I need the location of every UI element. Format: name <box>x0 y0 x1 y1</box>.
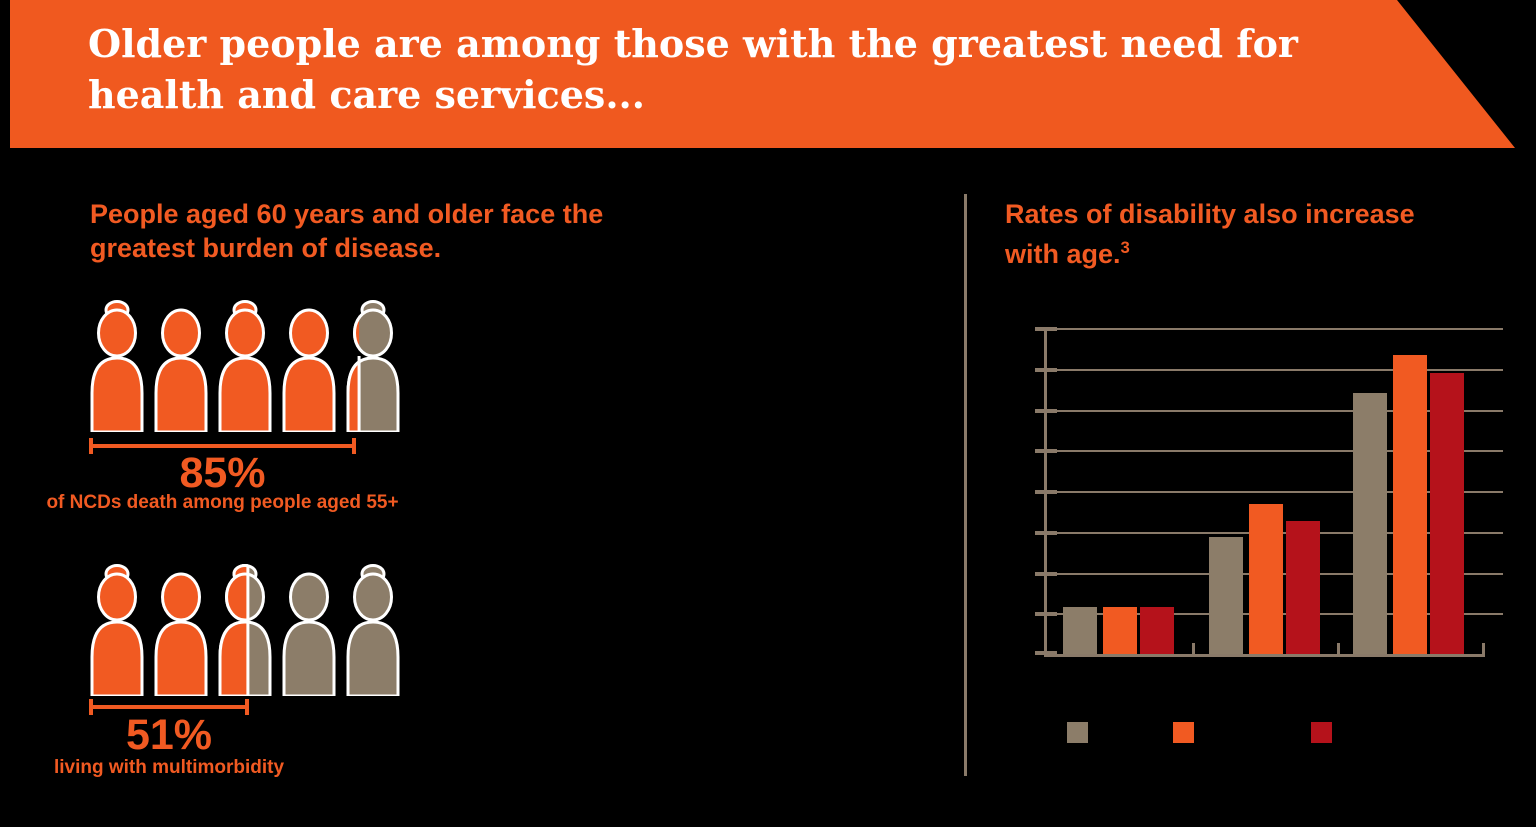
person-icon-male <box>280 564 338 696</box>
bar <box>1140 607 1174 654</box>
person-icon-female <box>216 300 274 432</box>
measurement-line <box>89 444 356 448</box>
person-icon-female <box>216 564 274 696</box>
measurement-line-cap-left <box>89 699 93 715</box>
legend-swatch <box>1067 722 1088 743</box>
stat-caption: living with multimorbidity <box>53 757 285 778</box>
gridline <box>1044 491 1503 493</box>
y-axis <box>1044 328 1047 657</box>
bar <box>1286 521 1320 654</box>
measurement-line-cap-right <box>245 699 249 715</box>
person-icon-female <box>88 300 146 432</box>
bar <box>1353 393 1387 654</box>
person-icon-male <box>152 564 210 696</box>
bar <box>1430 373 1464 654</box>
section-divider-line <box>964 194 967 776</box>
banner-title-line-2: health and care services... <box>88 72 646 117</box>
x-axis-tick <box>1337 643 1340 657</box>
stat-percent-label: 85% <box>179 449 266 497</box>
stat-caption: of NCDs death among people aged 55+ <box>46 492 399 513</box>
bar <box>1209 537 1243 654</box>
bar <box>1103 607 1137 654</box>
measurement-line-cap-right <box>352 438 356 454</box>
bar <box>1063 607 1097 654</box>
person-icon-male <box>152 300 210 432</box>
left-heading-line-1: People aged 60 years and older face the <box>90 199 604 229</box>
gridline <box>1044 410 1503 412</box>
disability-bar-chart <box>1035 327 1503 657</box>
footnote-marker: 3 <box>1120 238 1130 257</box>
gridline <box>1044 369 1503 371</box>
left-heading-line-2: greatest burden of disease. <box>90 233 442 263</box>
header-banner: Older people are among those with the gr… <box>10 0 1515 148</box>
right-heading-line-2-text: with age. <box>1005 239 1121 269</box>
banner-title: Older people are among those with the gr… <box>88 18 1298 120</box>
right-heading-line-2: with age.3 <box>1005 231 1415 271</box>
x-axis-tick <box>1192 643 1195 657</box>
person-icon-female <box>88 564 146 696</box>
legend-swatch <box>1173 722 1194 743</box>
legend-swatch <box>1311 722 1332 743</box>
left-section-heading: People aged 60 years and older face the … <box>90 197 603 265</box>
bar <box>1249 504 1283 654</box>
right-section-heading: Rates of disability also increase with a… <box>1005 197 1415 271</box>
bar <box>1393 355 1427 654</box>
banner-title-line-1: Older people are among those with the gr… <box>88 21 1298 66</box>
measurement-line <box>89 705 249 709</box>
stat-percent-label: 51% <box>125 711 213 759</box>
person-icon-female <box>344 300 402 432</box>
gridline <box>1044 328 1503 330</box>
person-icon-female <box>344 564 402 696</box>
measurement-line-cap-left <box>89 438 93 454</box>
x-axis <box>1044 654 1485 657</box>
person-icon-male <box>280 300 338 432</box>
right-heading-line-1: Rates of disability also increase <box>1005 199 1415 229</box>
gridline <box>1044 450 1503 452</box>
x-axis-tick <box>1482 643 1485 657</box>
